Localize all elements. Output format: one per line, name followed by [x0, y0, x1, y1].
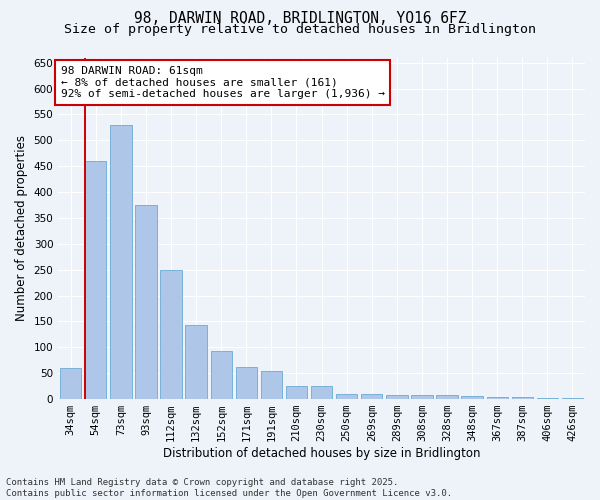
Bar [311, 386, 332, 399]
Bar [336, 394, 358, 399]
Bar [436, 396, 458, 399]
Bar [160, 270, 182, 399]
Bar [60, 368, 82, 399]
Bar [361, 394, 382, 399]
X-axis label: Distribution of detached houses by size in Bridlington: Distribution of detached houses by size … [163, 447, 481, 460]
Bar [461, 396, 483, 399]
Bar [236, 367, 257, 399]
Bar [537, 398, 558, 399]
Bar [512, 397, 533, 399]
Bar [286, 386, 307, 399]
Bar [487, 397, 508, 399]
Bar [261, 370, 282, 399]
Bar [110, 125, 131, 399]
Text: Size of property relative to detached houses in Bridlington: Size of property relative to detached ho… [64, 22, 536, 36]
Text: Contains HM Land Registry data © Crown copyright and database right 2025.
Contai: Contains HM Land Registry data © Crown c… [6, 478, 452, 498]
Bar [386, 395, 407, 399]
Bar [211, 351, 232, 399]
Text: 98, DARWIN ROAD, BRIDLINGTON, YO16 6FZ: 98, DARWIN ROAD, BRIDLINGTON, YO16 6FZ [134, 11, 466, 26]
Y-axis label: Number of detached properties: Number of detached properties [15, 136, 28, 322]
Text: 98 DARWIN ROAD: 61sqm
← 8% of detached houses are smaller (161)
92% of semi-deta: 98 DARWIN ROAD: 61sqm ← 8% of detached h… [61, 66, 385, 99]
Bar [185, 325, 207, 399]
Bar [136, 205, 157, 399]
Bar [411, 396, 433, 399]
Bar [85, 161, 106, 399]
Bar [562, 398, 583, 399]
